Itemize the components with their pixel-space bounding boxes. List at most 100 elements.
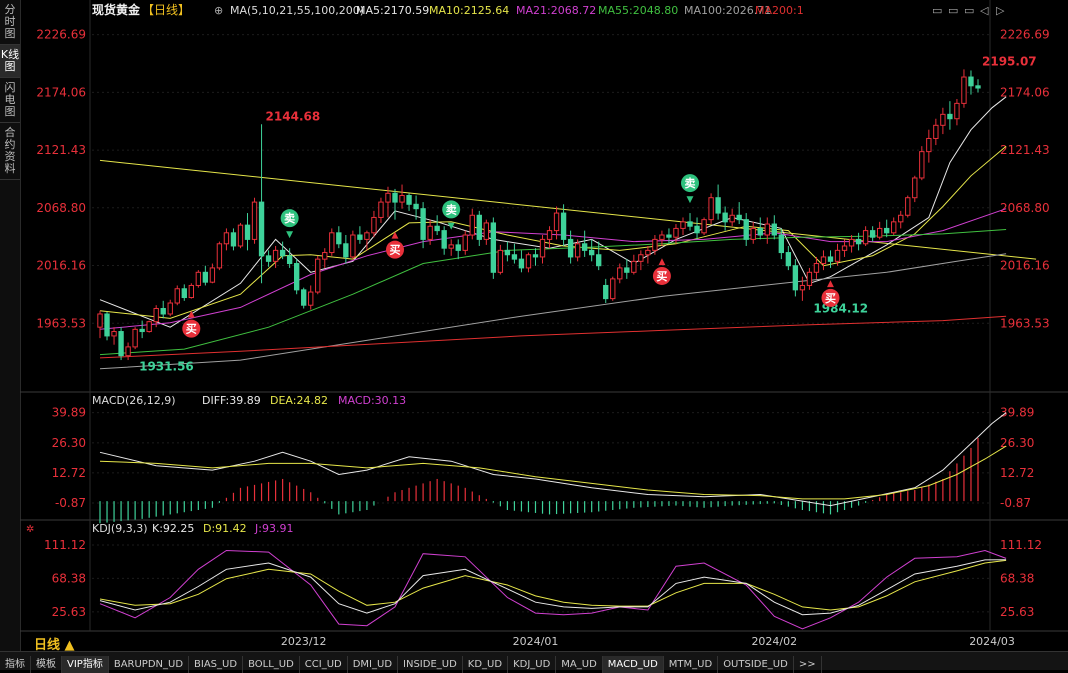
indicator-tab-8[interactable]: INSIDE_UD	[398, 656, 463, 673]
candle-body	[652, 238, 658, 251]
candle-body	[799, 284, 806, 291]
svg-text:卖: 卖	[685, 176, 696, 190]
sell-signal-marker[interactable]: 卖▼	[442, 200, 461, 231]
indicator-tab-3[interactable]: BARUPDN_UD	[109, 656, 190, 673]
candle-body	[574, 243, 581, 258]
candle-body	[350, 234, 356, 258]
indicator-tab-14[interactable]: OUTSIDE_UD	[718, 656, 794, 673]
candle-body	[258, 201, 265, 257]
window-control-icon[interactable]: ▷	[996, 4, 1005, 17]
candle-body	[933, 124, 939, 139]
svg-text:▼: ▼	[687, 195, 694, 205]
buy-signal-marker[interactable]: 买▲	[182, 310, 201, 338]
period-selector[interactable]: 日线 ▲	[34, 638, 75, 653]
candle-body	[216, 243, 223, 269]
kdj-settings-icon[interactable]: ✲	[26, 524, 34, 535]
window-control-icon[interactable]: ▭	[948, 4, 958, 17]
indicator-tab-13[interactable]: MTM_UD	[664, 656, 719, 673]
svg-text:买: 买	[186, 323, 197, 336]
window-control-icon[interactable]: ▭	[964, 4, 974, 17]
candle-body	[167, 302, 173, 315]
svg-text:▼: ▼	[286, 230, 293, 240]
price-tick-left: 2174.06	[36, 85, 86, 99]
candle-body	[308, 291, 314, 306]
ma-value-0: MA5:2170.59	[356, 4, 429, 17]
candle-body	[919, 151, 925, 179]
svg-text:▲: ▲	[188, 310, 195, 320]
price-annotation: 2144.68	[266, 110, 321, 124]
indicator-tab-5[interactable]: BOLL_UD	[243, 656, 300, 673]
candle-body	[680, 221, 686, 229]
candle-body	[244, 224, 251, 240]
left-tab-1[interactable]: K线图	[0, 45, 20, 78]
candle-body	[947, 113, 953, 120]
candle-body	[272, 249, 279, 262]
candle-body	[785, 252, 792, 267]
candle-body	[673, 227, 679, 238]
buy-signal-marker[interactable]: 买▲	[652, 257, 671, 285]
sell-signal-marker[interactable]: 卖▼	[280, 209, 299, 240]
candle-body	[511, 254, 518, 260]
indicator-tab-6[interactable]: CCI_UD	[300, 656, 348, 673]
ma-value-2: MA21:2068.72	[516, 4, 596, 17]
indicator-tab-0[interactable]: 指标	[0, 656, 31, 673]
price-annotation: 1984.12	[813, 302, 868, 316]
candle-body	[715, 197, 721, 214]
svg-text:▲: ▲	[827, 279, 834, 289]
indicator-tab-11[interactable]: MA_UD	[556, 656, 603, 673]
candle-body	[750, 227, 756, 240]
indicator-tab-12[interactable]: MACD_UD	[602, 656, 664, 673]
candle-body	[736, 214, 742, 221]
ma-params-label: MA(5,10,21,55,100,200)	[230, 4, 364, 17]
chart-area[interactable]: 2226.69 2226.69 2174.06 2174.06 2121.43 2121.…	[20, 0, 1068, 651]
left-tab-3[interactable]: 合约资料	[0, 123, 20, 180]
candle-body	[722, 212, 728, 223]
period-label-header: 【日线】	[142, 3, 190, 17]
candle-body	[891, 221, 897, 234]
ma-value-4: MA100:2026.71	[684, 4, 771, 17]
indicator-tab-7[interactable]: DMI_UD	[348, 656, 399, 673]
candle-body	[286, 255, 293, 265]
svg-text:买: 买	[390, 244, 401, 257]
indicator-tab-2[interactable]: VIP指标	[62, 656, 109, 673]
kdj-tick-left: 68.38	[52, 571, 86, 585]
svg-text:卖: 卖	[284, 211, 295, 225]
candle-body	[581, 243, 588, 251]
price-tick-right: 2121.43	[1000, 143, 1050, 157]
candle-body	[603, 284, 609, 300]
left-tab-2[interactable]: 闪电图	[0, 78, 20, 123]
window-control-icon[interactable]: ◁	[980, 4, 989, 17]
candle-body	[336, 232, 342, 245]
indicator-tab-9[interactable]: KD_UD	[463, 656, 509, 673]
price-tick-right: 2016.16	[1000, 259, 1050, 273]
indicator-tab-1[interactable]: 模板	[31, 656, 62, 673]
candle-body	[385, 192, 391, 203]
macd-label: MACD(26,12,9)	[92, 394, 176, 407]
candle-body	[532, 254, 539, 258]
left-toolbar: 分时图 K线图 闪电图 合约资料	[0, 0, 21, 651]
ma-line-ma5	[99, 96, 1007, 328]
candle-body	[265, 255, 272, 262]
candle-body	[757, 227, 763, 236]
settings-icon: ⊕	[214, 4, 223, 17]
candle-body	[378, 201, 384, 218]
macd-tick-right: 26.30	[1000, 436, 1034, 450]
price-tick-right: 2174.06	[1000, 85, 1050, 99]
kdj-tick-right: 111.12	[1000, 538, 1042, 552]
buy-signal-marker[interactable]: 买▲	[821, 279, 840, 307]
window-control-icon[interactable]: ▭	[932, 4, 942, 17]
indicator-tab-15[interactable]: >>	[794, 656, 822, 673]
candle-body	[898, 214, 904, 223]
indicator-tab-10[interactable]: KDJ_UD	[508, 656, 557, 673]
buy-signal-marker[interactable]: 买▲	[386, 231, 405, 259]
indicator-tab-4[interactable]: BIAS_UD	[189, 656, 244, 673]
sell-signal-marker[interactable]: 卖▼	[681, 174, 700, 205]
macd-value-0: DIFF:39.89	[202, 394, 261, 407]
candle-body	[237, 224, 244, 247]
candle-body	[469, 214, 475, 236]
candle-body	[940, 113, 946, 126]
left-tab-0[interactable]: 分时图	[0, 0, 20, 45]
price-tick-right: 1963.53	[1000, 316, 1050, 330]
x-tick-label: 2023/12	[281, 635, 327, 648]
kdj-label: KDJ(9,3,3)	[92, 522, 148, 535]
